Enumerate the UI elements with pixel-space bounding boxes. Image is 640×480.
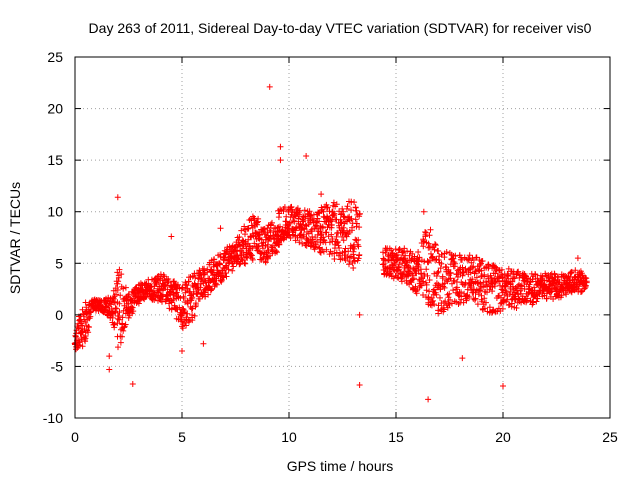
data-point: [129, 380, 136, 387]
data-point: [168, 233, 175, 240]
data-point: [179, 347, 185, 354]
x-axis-label: GPS time / hours: [287, 458, 394, 474]
y-tick-label: -10: [43, 410, 63, 426]
data-point: [420, 208, 427, 215]
data-point: [234, 234, 241, 241]
x-tick-label: 25: [602, 429, 618, 445]
y-tick-label: 5: [55, 255, 63, 271]
data-point: [266, 83, 273, 90]
plot-frame: [74, 56, 611, 419]
data-point: [356, 311, 363, 318]
data-point: [356, 381, 363, 388]
y-tick-label: 20: [47, 101, 63, 117]
y-tick-label: 15: [47, 152, 63, 168]
y-axis-label: SDTVAR / TECUs: [7, 182, 23, 294]
y-tick-label: -5: [51, 358, 64, 374]
x-tick-label: 10: [281, 429, 297, 445]
x-tick-label: 15: [388, 429, 404, 445]
y-tick-label: 0: [55, 307, 63, 323]
x-tick-label: 20: [495, 429, 511, 445]
data-point: [106, 366, 113, 373]
data-point: [318, 191, 325, 198]
data-point: [200, 340, 207, 347]
data-point: [174, 293, 181, 300]
data-point: [574, 255, 581, 262]
chart-title: Day 263 of 2011, Sidereal Day-to-day VTE…: [89, 20, 592, 36]
data-point: [217, 225, 224, 232]
data-points: [71, 83, 590, 403]
data-point: [277, 143, 284, 150]
x-tick-label: 0: [71, 429, 79, 445]
data-point: [425, 396, 432, 403]
data-point: [114, 194, 121, 201]
axis-ticks: 0 5 10 15 20 25 -10 -5 0 5 10 15 20 25: [43, 49, 618, 445]
data-point: [459, 355, 466, 362]
data-point: [303, 153, 310, 160]
grid-lines: [75, 57, 610, 418]
data-band: [71, 198, 590, 353]
data-point: [106, 353, 113, 360]
y-tick-label: 10: [47, 204, 63, 220]
data-point: [277, 157, 284, 164]
x-tick-label: 5: [178, 429, 186, 445]
data-point: [500, 383, 506, 390]
y-tick-label: 25: [47, 49, 63, 65]
